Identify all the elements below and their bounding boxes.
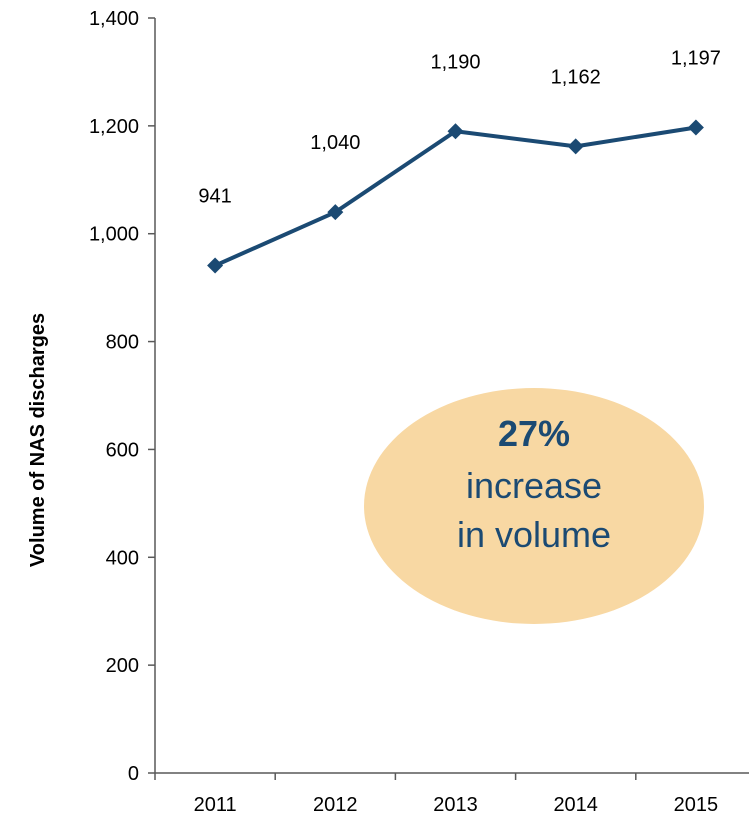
x-tick-label: 2012 (313, 794, 358, 816)
data-label: 1,040 (310, 132, 360, 154)
data-point-marker (207, 257, 224, 274)
annotation-ellipse (364, 388, 704, 624)
x-tick-label: 2014 (553, 794, 598, 816)
x-tick-label: 2015 (674, 794, 719, 816)
y-tick-label: 1,200 (89, 116, 139, 138)
data-labels: 941 1,040 1,190 1,162 1,197 (198, 47, 721, 207)
y-tick-label: 400 (106, 547, 139, 569)
y-tick-label: 800 (106, 332, 139, 354)
x-tick-label: 2013 (433, 794, 478, 816)
data-label: 1,197 (671, 47, 721, 69)
y-tick-label: 1,000 (89, 224, 139, 246)
data-label: 1,162 (551, 66, 601, 88)
series-line (214, 125, 697, 268)
data-label: 1,190 (430, 51, 480, 73)
y-tick-label: 0 (128, 763, 139, 785)
y-tick-label: 200 (106, 655, 139, 677)
annotation-percent: 27% (498, 413, 570, 454)
annotation-line2: increase (466, 465, 602, 506)
y-tick-label: 1,400 (89, 8, 139, 30)
data-point-marker (567, 138, 584, 155)
y-axis-ticks: 0 200 400 600 800 1,000 1,200 1,400 (89, 8, 155, 785)
data-point-marker (687, 119, 704, 136)
annotation-bubble: 27% increase in volume (364, 388, 704, 624)
y-axis-title: Volume of NAS discharges (27, 313, 49, 567)
data-point-marker (447, 123, 464, 140)
x-axis-ticks: 2011 2012 2013 2014 2015 (154, 773, 719, 816)
y-tick-label: 600 (106, 439, 139, 461)
annotation-line3: in volume (457, 514, 611, 555)
data-point-marker (327, 204, 344, 221)
series (207, 119, 704, 274)
data-label: 941 (198, 186, 231, 208)
axes (154, 18, 749, 774)
x-tick-label: 2011 (194, 794, 237, 816)
